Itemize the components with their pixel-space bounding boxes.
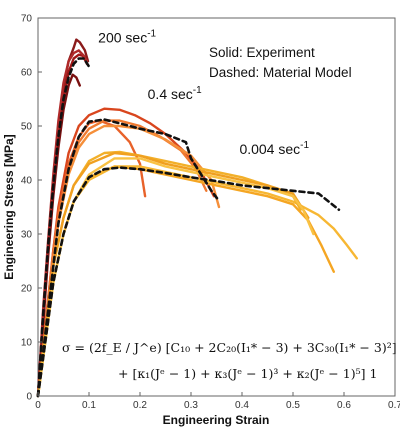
x-tick-label: 0.2 bbox=[133, 400, 147, 411]
legend-dashed-text: Dashed: Material Model bbox=[209, 65, 352, 80]
equation-line-2: + [κ₁(Jᵉ − 1) + κ₃(Jᵉ − 1)³ + κ₂(Jᵉ − 1)… bbox=[118, 366, 377, 381]
rate-labels: 200 sec-1 0.4 sec-1 0.004 sec-1 bbox=[98, 28, 309, 157]
equation-line-1: σ = (2f_E / J^e) [C₁₀ + 2C₂₀(I₁* − 3) + … bbox=[62, 340, 400, 355]
y-tick-label: 40 bbox=[21, 176, 33, 187]
x-tick-label: 0.5 bbox=[286, 400, 300, 411]
curves bbox=[36, 38, 358, 398]
x-axis-title: Engineering Strain bbox=[163, 413, 270, 427]
model-curve-13 bbox=[36, 57, 91, 398]
x-tick-label: 0 bbox=[35, 400, 41, 411]
y-tick-label: 0 bbox=[26, 392, 32, 403]
experiment-curve-3 bbox=[36, 49, 89, 398]
y-tick-label: 70 bbox=[21, 14, 33, 25]
y-tick-label: 30 bbox=[21, 230, 33, 241]
model-curve-14 bbox=[36, 118, 219, 398]
x-tick-label: 0.4 bbox=[235, 400, 249, 411]
y-tick-label: 50 bbox=[21, 122, 33, 133]
model-curve-15 bbox=[36, 166, 341, 398]
y-tick-label: 20 bbox=[21, 284, 33, 295]
tick-labels: 0 0.1 0.2 0.3 0.4 0.5 0.6 0.7 0 10 20 30 40 50 60 70 bbox=[21, 14, 400, 412]
rate-label-1: 0.4 sec-1 bbox=[148, 85, 202, 102]
y-tick-label: 60 bbox=[21, 68, 33, 79]
rate-label-0: 200 sec-1 bbox=[98, 28, 156, 45]
legend-solid-text: Solid: Experiment bbox=[209, 45, 315, 60]
x-tick-label: 0.7 bbox=[388, 400, 400, 411]
x-tick-label: 0.6 bbox=[337, 400, 351, 411]
x-tick-label: 0.1 bbox=[82, 400, 96, 411]
rate-label-2: 0.004 sec-1 bbox=[239, 140, 309, 157]
y-tick-label: 10 bbox=[21, 338, 33, 349]
y-axis-title: Engineering Stress [MPa] bbox=[2, 134, 16, 279]
x-tick-label: 0.3 bbox=[184, 400, 198, 411]
